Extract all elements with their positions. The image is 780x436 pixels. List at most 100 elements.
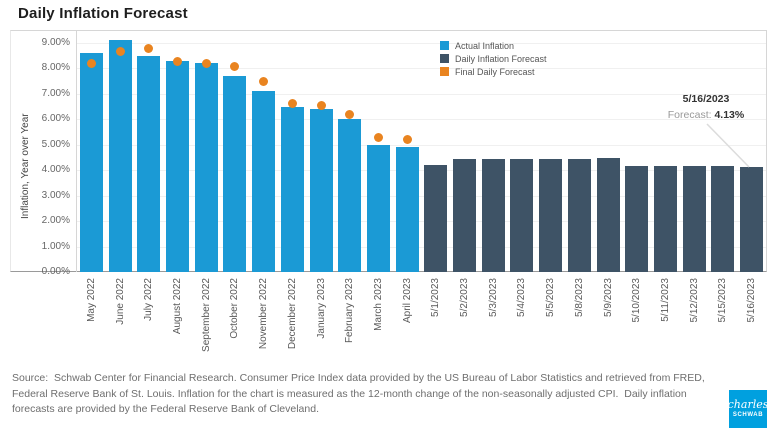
charles-schwab-logo: charles SCHWAB — [727, 390, 769, 428]
y-tick-label: 8.00% — [41, 62, 70, 74]
annotation-date: 5/16/2023 — [682, 93, 730, 105]
x-tick-label: 5/2/2023 — [459, 278, 471, 317]
daily-forecast-bar — [424, 165, 448, 272]
legend-label: Daily Inflation Forecast — [455, 53, 547, 64]
source-note: Source: Schwab Center for Financial Rese… — [12, 372, 708, 415]
logo-text-schwab: SCHWAB — [732, 412, 764, 418]
y-tick-label: 9.00% — [41, 37, 70, 49]
final-forecast-dot — [86, 58, 96, 68]
final-forecast-dot — [373, 133, 383, 143]
daily-forecast-swatch-icon — [440, 54, 449, 63]
daily-forecast-bar — [740, 166, 764, 272]
y-tick-label: 4.00% — [41, 164, 70, 176]
legend-label: Final Daily Forecast — [455, 66, 535, 77]
actual-inflation-bar — [79, 53, 103, 272]
x-tick-label: August 2022 — [171, 278, 183, 335]
gridline — [77, 119, 766, 121]
final-forecast-dot — [230, 62, 240, 72]
x-tick-label: 5/10/2023 — [631, 278, 643, 323]
x-tick-label: 5/11/2023 — [660, 278, 672, 322]
y-axis-title: Inflation, Year over Year — [20, 113, 31, 219]
x-tick-label: April 2023 — [401, 278, 413, 324]
y-tick-label: 1.00% — [41, 240, 70, 252]
x-tick-label: 5/5/2023 — [545, 278, 557, 317]
x-tick-label: 5/16/2023 — [746, 278, 758, 323]
x-tick-label: 5/4/2023 — [516, 278, 528, 317]
gridline — [77, 68, 766, 70]
logo-text-charles: charles — [727, 398, 769, 411]
legend-item-daily-inflation-forecast: Daily Inflation Forecast — [440, 52, 547, 65]
final-forecast-dot — [259, 76, 269, 86]
y-axis-line — [76, 30, 77, 272]
x-tick-label: June 2022 — [114, 278, 126, 325]
y-tick-label: 3.00% — [41, 189, 70, 201]
annotation-forecast-prefix: Forecast: — [667, 109, 715, 121]
x-tick-label: October 2022 — [229, 278, 241, 339]
actual-inflation-bar — [309, 109, 333, 272]
legend-item-final-daily-forecast: Final Daily Forecast — [440, 65, 547, 78]
actual-inflation-bar — [366, 144, 390, 272]
x-tick-label: 5/15/2023 — [717, 278, 729, 323]
gridline — [77, 144, 766, 146]
annotation-connector-line — [706, 123, 750, 168]
y-tick-label: 0.00% — [41, 266, 70, 277]
x-tick-label: February 2023 — [344, 278, 356, 344]
daily-forecast-bar — [711, 166, 735, 272]
actual-inflation-bar — [338, 119, 362, 272]
x-tick-label: May 2022 — [85, 278, 97, 322]
gridline — [77, 93, 766, 95]
chart-legend: Actual Inflation Daily Inflation Forecas… — [440, 39, 547, 78]
x-tick-label: 5/1/2023 — [430, 278, 442, 317]
y-tick-label: 2.00% — [41, 215, 70, 227]
daily-forecast-bar — [539, 158, 563, 272]
gridline — [77, 170, 766, 172]
actual-inflation-bar — [194, 63, 218, 272]
actual-inflation-bar — [108, 40, 132, 272]
daily-forecast-bar — [510, 158, 534, 272]
final-forecast-dot — [144, 43, 154, 53]
final-forecast-dot — [316, 100, 326, 110]
daily-forecast-bar — [481, 158, 505, 272]
x-tick-label: 5/9/2023 — [602, 278, 614, 317]
y-tick-label: 5.00% — [41, 138, 70, 150]
legend-label: Actual Inflation — [455, 40, 515, 51]
x-tick-label: July 2022 — [143, 278, 155, 321]
legend-item-actual-inflation: Actual Inflation — [440, 39, 547, 52]
x-tick-label: January 2023 — [315, 278, 327, 339]
final-forecast-dot — [172, 57, 182, 67]
final-forecast-dot — [287, 98, 297, 108]
y-tick-label: 6.00% — [41, 113, 70, 125]
x-tick-label: 5/3/2023 — [487, 278, 499, 317]
final-forecast-dot — [201, 58, 211, 68]
final-forecast-dot — [345, 109, 355, 119]
page-title: Daily Inflation Forecast — [18, 5, 188, 22]
daily-forecast-bar — [596, 158, 620, 272]
final-forecast-swatch-icon — [440, 67, 449, 76]
actual-inflation-bar — [137, 55, 161, 272]
gridline — [77, 221, 766, 223]
actual-inflation-bar — [165, 60, 189, 272]
daily-forecast-bar — [682, 165, 706, 272]
x-tick-label: March 2023 — [372, 278, 384, 331]
final-forecast-annotation: 5/16/2023 Forecast: 4.13% — [646, 93, 766, 123]
annotation-forecast-value: 4.13% — [714, 109, 745, 121]
x-tick-label: 5/8/2023 — [573, 278, 585, 317]
actual-inflation-bar — [252, 91, 276, 272]
daily-forecast-bar — [625, 165, 649, 272]
final-forecast-dot — [402, 135, 412, 145]
gridline — [77, 43, 766, 45]
actual-inflation-bar — [395, 147, 419, 272]
x-tick-label: September 2022 — [200, 278, 212, 352]
x-tick-label: 5/12/2023 — [688, 278, 700, 323]
actual-inflation-bar — [223, 76, 247, 272]
x-tick-label: December 2022 — [286, 278, 298, 350]
actual-inflation-swatch-icon — [440, 41, 449, 50]
daily-forecast-bar — [453, 158, 477, 272]
daily-forecast-bar — [654, 165, 678, 272]
daily-forecast-bar — [567, 158, 591, 272]
gridline — [77, 195, 766, 197]
y-tick-label: 7.00% — [41, 87, 70, 99]
actual-inflation-bar — [280, 106, 304, 272]
x-tick-label: November 2022 — [258, 278, 270, 350]
